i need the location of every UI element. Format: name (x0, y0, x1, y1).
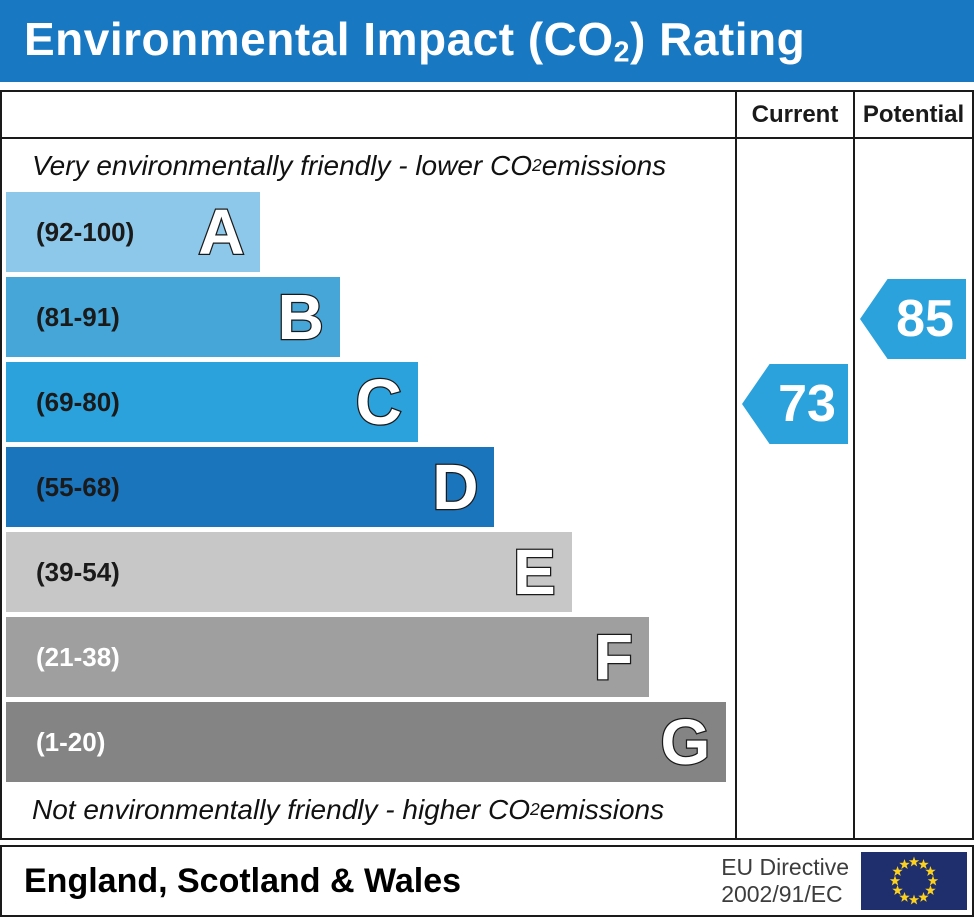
table-header-row: Current Potential (2, 92, 972, 139)
bottom-annotation: Not environmentally friendly - higher CO… (2, 782, 735, 837)
title-text-main: Environmental Impact (CO (24, 13, 614, 66)
band-g: (1-20) G (6, 702, 727, 782)
band-f-range: (21-38) (36, 641, 120, 672)
band-c: (69-80) C (6, 362, 418, 442)
band-b-letter: B (276, 280, 325, 355)
band-e-letter: E (512, 535, 557, 610)
current-rating-arrow: 73 (742, 364, 848, 444)
rating-scale-area: Very environmentally friendly - lower CO… (2, 139, 735, 838)
bottom-annotation-subscript: 2 (529, 799, 540, 819)
top-annotation: Very environmentally friendly - lower CO… (2, 139, 735, 192)
eu-directive-line2: 2002/91/EC (721, 881, 843, 907)
band-c-letter: C (354, 365, 403, 440)
current-rating-value: 73 (778, 375, 836, 433)
table-body-row: Very environmentally friendly - lower CO… (2, 139, 972, 838)
eu-flag-icon (861, 852, 967, 910)
potential-rating-arrow: 85 (860, 279, 966, 359)
eu-directive-line1: EU Directive (721, 853, 849, 880)
band-a-range: (92-100) (36, 216, 135, 247)
current-column: 73 (735, 139, 853, 838)
band-g-letter: G (659, 705, 711, 780)
bottom-annotation-text: Not environmentally friendly - higher CO (32, 793, 530, 825)
eu-directive-label: EU Directive 2002/91/EC (721, 854, 849, 908)
band-e: (39-54) E (6, 532, 572, 612)
band-d: (55-68) D (6, 447, 495, 527)
band-b-range: (81-91) (36, 301, 120, 332)
current-column-header: Current (735, 92, 853, 137)
band-f-letter: F (593, 620, 635, 695)
bottom-annotation-suffix: emissions (539, 793, 665, 825)
band-d-range: (55-68) (36, 471, 120, 502)
band-b: (81-91) B (6, 277, 340, 357)
band-d-letter: D (431, 450, 480, 525)
top-annotation-text: Very environmentally friendly - lower CO (32, 149, 533, 181)
potential-column: 85 (853, 139, 972, 838)
top-annotation-subscript: 2 (532, 155, 542, 175)
band-g-range: (1-20) (36, 726, 106, 757)
title-subscript: 2 (613, 36, 631, 69)
band-e-range: (39-54) (36, 556, 120, 587)
band-a-letter: A (197, 195, 246, 270)
band-f: (21-38) F (6, 617, 649, 697)
region-label: England, Scotland & Wales (24, 861, 462, 900)
title-text-suffix: ) Rating (630, 13, 806, 66)
potential-column-header: Potential (853, 92, 972, 137)
band-c-range: (69-80) (36, 386, 120, 417)
top-annotation-suffix: emissions (541, 149, 667, 181)
rating-bands: (92-100) A (81-91) B (69-80) C (55-68) D (2, 192, 735, 782)
header-spacer-cell (2, 92, 735, 137)
rating-table: Current Potential Very environmentally f… (0, 90, 974, 840)
potential-rating-value: 85 (896, 290, 954, 348)
footer-bar: England, Scotland & Wales EU Directive 2… (0, 845, 974, 917)
page-title: Environmental Impact (CO2) Rating (24, 12, 805, 69)
title-bar: Environmental Impact (CO2) Rating (0, 0, 974, 82)
band-a: (92-100) A (6, 192, 261, 272)
